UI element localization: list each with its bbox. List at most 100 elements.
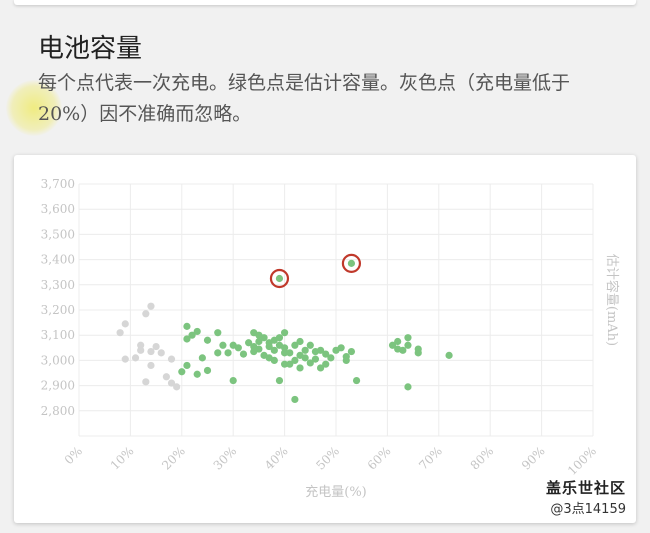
watermark-user: @3点14159: [550, 502, 626, 517]
section-description: 每个点代表一次充电。绿色点是估计容量。灰色点（充电量低于20%）因不准确而忽略。: [38, 72, 571, 125]
estimated-capacity-point: [178, 368, 186, 376]
y-tick-label: 3,500: [41, 227, 75, 241]
estimated-capacity-point: [306, 341, 314, 349]
estimated-capacity-point: [301, 354, 309, 362]
estimated-capacity-point: [296, 364, 304, 372]
estimated-capacity-point: [291, 341, 299, 349]
estimated-capacity-point: [399, 346, 407, 354]
ignored-charge-point: [167, 355, 176, 363]
ignored-charge-point: [142, 378, 150, 386]
y-tick-label: 2,900: [41, 379, 75, 393]
y-tick-label: 3,200: [41, 303, 75, 317]
ignored-charge-point: [116, 329, 124, 337]
x-tick-label: 0%: [62, 444, 85, 467]
highlighted-capacity-point: [275, 274, 284, 283]
ignored-charge-point: [137, 341, 145, 349]
watermark-brand: 盖乐世社区: [545, 479, 626, 497]
estimated-capacity-point: [291, 395, 299, 404]
section-title: 电池容量: [38, 34, 143, 64]
estimated-capacity-point: [198, 354, 206, 362]
x-tick-label: 80%: [468, 444, 497, 473]
highlight-ring: [341, 253, 362, 273]
y-tick-label: 3,600: [41, 202, 75, 216]
x-tick-label: 90%: [519, 444, 548, 473]
ignored-charge-point: [167, 379, 176, 387]
y-tick-label: 3,300: [41, 278, 75, 292]
y-axis-label: 估计容量(mAh): [604, 254, 620, 346]
estimated-capacity-point: [270, 346, 278, 354]
estimated-capacity-point: [281, 344, 289, 352]
capacity-chart-card: 0% 10% 20% 30% 40% 50% 60% 70% 80% 90% 100% 2,800 2,…: [14, 155, 636, 523]
x-tick-label: 70%: [416, 444, 445, 473]
estimated-capacity-point: [404, 341, 412, 349]
ignored-charge-point: [121, 355, 129, 363]
x-tick-label: 10%: [108, 444, 137, 473]
estimated-capacity-point: [183, 361, 191, 370]
estimated-capacity-point: [301, 346, 309, 354]
estimated-capacity-point: [347, 347, 356, 356]
highlighted-capacity-point: [347, 259, 356, 267]
estimated-capacity-point: [281, 329, 289, 337]
estimated-capacity-point: [219, 341, 227, 349]
ignored-charge-point: [147, 302, 155, 310]
estimated-capacity-point: [214, 329, 222, 337]
estimated-capacity-point: [291, 356, 299, 364]
ignored-charge-point: [147, 347, 155, 356]
ignored-charge-point: [173, 383, 181, 391]
estimated-capacity-point: [306, 359, 314, 367]
ignored-charge-point: [142, 310, 150, 318]
estimated-capacity-point: [296, 337, 304, 346]
estimated-capacity-point: [337, 344, 345, 352]
estimated-capacity-point: [255, 337, 263, 346]
estimated-capacity-point: [239, 350, 248, 358]
estimated-capacity-point: [275, 334, 284, 342]
ignored-charge-point: [131, 354, 140, 362]
estimated-capacity-point: [342, 353, 350, 361]
estimated-capacity-point: [275, 376, 284, 385]
estimated-capacity-point: [193, 370, 201, 378]
estimated-capacity-point: [229, 376, 237, 385]
x-tick-label: 60%: [365, 444, 394, 473]
ignored-charge-point: [121, 320, 129, 328]
previous-card-edge: [14, 0, 636, 5]
y-tick-label: 3,000: [41, 353, 75, 367]
touch-ripple: [6, 80, 62, 136]
estimated-capacity-point: [311, 355, 320, 363]
capacity-scatter-chart: 0% 10% 20% 30% 40% 50% 60% 70% 80% 90% 100% 2,800 2,…: [41, 177, 620, 500]
ignored-charge-point: [147, 361, 155, 370]
estimated-capacity-point: [193, 327, 201, 336]
ignored-charge-point: [162, 373, 170, 381]
ignored-charge-point: [152, 342, 160, 351]
estimated-capacity-point: [414, 349, 422, 357]
estimated-capacity-point: [394, 337, 402, 346]
y-tick-label: 2,800: [41, 404, 75, 418]
estimated-capacity-point: [183, 322, 191, 330]
highlight-ring: [269, 268, 290, 289]
estimated-capacity-point: [234, 344, 242, 352]
estimated-capacity-point: [316, 346, 325, 354]
estimated-capacity-point: [245, 339, 253, 347]
estimated-capacity-point: [322, 350, 330, 358]
x-tick-label: 100%: [565, 444, 599, 478]
estimated-capacity-point: [327, 354, 335, 362]
x-tick-label: 40%: [262, 444, 291, 473]
ignored-charge-point: [157, 349, 165, 357]
y-tick-label: 3,100: [41, 328, 75, 342]
estimated-capacity-point: [214, 349, 222, 357]
estimated-capacity-point: [260, 334, 268, 342]
estimated-capacity-point: [316, 364, 325, 372]
estimated-capacity-point: [352, 376, 361, 385]
estimated-capacity-point: [281, 349, 289, 357]
estimated-capacity-point: [404, 334, 412, 342]
estimated-capacity-point: [270, 356, 278, 364]
estimated-capacity-point: [203, 336, 212, 344]
estimated-capacity-point: [388, 341, 397, 349]
community-watermark: 盖乐世社区 @3点14159: [546, 477, 626, 517]
estimated-capacity-point: [404, 383, 412, 391]
x-tick-label: 50%: [313, 444, 342, 473]
estimated-capacity-point: [188, 331, 196, 339]
estimated-capacity-point: [255, 345, 263, 353]
estimated-capacity-point: [224, 349, 232, 357]
x-tick-label: 20%: [159, 444, 188, 473]
